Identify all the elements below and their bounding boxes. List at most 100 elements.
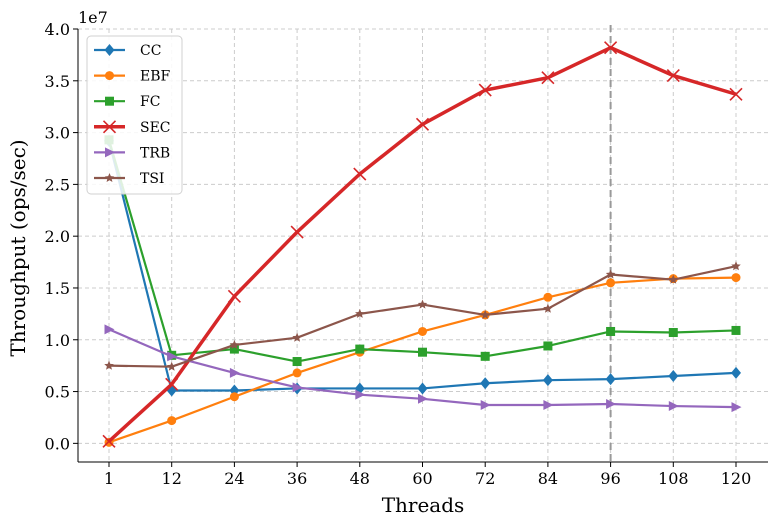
legend-marker-trb <box>105 147 115 158</box>
series-lines <box>102 41 743 448</box>
data-point-ebf <box>606 278 616 288</box>
x-tick-label: 12 <box>162 469 182 488</box>
legend-item-cc: CC <box>94 43 161 59</box>
legend-box <box>86 35 183 195</box>
data-point-tsi <box>292 332 302 342</box>
data-point-sec <box>415 117 430 131</box>
data-point-tsi <box>605 269 616 279</box>
x-marker-stroke <box>102 434 116 448</box>
data-point-sec <box>290 225 304 239</box>
data-point-tsi <box>543 303 553 313</box>
y-axis-label: Throughput (ops/sec) <box>6 139 30 356</box>
tick-labels: 1 12 24 36 48 60 72 84 96 108 120 0.0 0.5 1.0 1.5 2.0 2.… <box>45 20 752 488</box>
data-point-tsi <box>355 308 365 318</box>
data-point-trb <box>355 389 366 400</box>
legend-marker-tsi <box>104 173 115 183</box>
x-tick-label: 108 <box>658 469 689 488</box>
data-point-sec <box>604 41 618 55</box>
x-tick-label: 1 <box>104 469 114 488</box>
data-point-trb <box>292 382 303 393</box>
y-tick-label: 2.0 <box>45 227 70 246</box>
x-marker-stroke <box>478 83 492 97</box>
data-point-ebf <box>418 326 427 336</box>
data-point-trb <box>543 400 554 411</box>
data-point-tsi <box>668 274 679 284</box>
legend-label-fc: FC <box>140 94 160 110</box>
data-point-fc <box>606 326 616 336</box>
y-tick-label: 3.5 <box>45 72 70 91</box>
y-tick-label: 1.0 <box>45 331 70 350</box>
legend-marker-cc <box>104 44 115 56</box>
data-point-trb <box>167 351 178 362</box>
legend-marker-sec <box>102 120 117 134</box>
legend-label-ebf: EBF <box>140 69 171 85</box>
y-tick-label: 4.0 <box>45 20 70 39</box>
legend-marker-fc <box>105 96 114 106</box>
data-point-sec <box>227 289 241 303</box>
y-tick-label: 3.0 <box>45 124 70 143</box>
data-point-fc <box>418 347 427 357</box>
legend-label-cc: CC <box>140 43 161 59</box>
y-scale-label: 1e7 <box>78 8 108 27</box>
data-point-trb <box>418 393 428 404</box>
data-point-sec <box>666 69 680 83</box>
data-point-tsi <box>417 299 428 309</box>
x-marker-stroke <box>415 117 430 131</box>
data-point-fc <box>229 344 239 354</box>
legend-item-ebf: EBF <box>94 69 171 85</box>
y-tick-label: 0.0 <box>45 434 70 453</box>
data-point-trb <box>668 401 679 412</box>
legend-item-sec: SEC <box>94 120 171 136</box>
data-point-ebf <box>229 392 239 402</box>
data-point-sec <box>353 167 367 181</box>
data-point-cc <box>417 382 428 395</box>
series-tsi <box>104 261 741 371</box>
data-point-trb <box>229 367 240 378</box>
data-point-sec <box>165 377 179 391</box>
series-trb <box>104 324 742 413</box>
legend: CC EBF FC SEC TRB TSI <box>86 35 183 195</box>
x-marker-stroke <box>227 289 241 303</box>
data-point-fc <box>355 344 365 354</box>
data-point-fc <box>543 341 553 351</box>
data-point-trb <box>606 398 617 409</box>
y-tick-label: 2.5 <box>45 175 70 194</box>
x-marker-stroke <box>290 225 304 239</box>
x-marker-stroke <box>604 41 618 55</box>
legend-label-trb: TRB <box>140 145 170 161</box>
data-point-cc <box>480 377 491 390</box>
data-point-sec <box>729 87 743 101</box>
data-point-ebf <box>292 368 302 378</box>
series-sec <box>102 41 743 448</box>
y-tick-label: 0.5 <box>45 383 70 402</box>
x-tick-label: 96 <box>600 469 620 488</box>
data-point-sec <box>478 83 492 97</box>
data-point-sec <box>102 434 116 448</box>
data-point-tsi <box>229 339 240 349</box>
data-point-cc <box>542 374 553 387</box>
data-point-fc <box>668 328 678 338</box>
data-point-fc <box>292 357 302 367</box>
x-tick-label: 72 <box>475 469 495 488</box>
data-point-tsi <box>166 361 177 371</box>
x-marker-stroke <box>666 69 680 83</box>
data-point-trb <box>731 402 742 413</box>
x-marker-stroke <box>729 87 743 101</box>
x-marker-stroke <box>102 120 117 134</box>
data-point-ebf <box>167 416 177 426</box>
x-axis-label: Threads <box>382 493 465 517</box>
legend-label-sec: SEC <box>140 120 171 136</box>
legend-item-trb: TRB <box>94 145 170 161</box>
grid-lines <box>78 28 768 462</box>
data-point-tsi <box>731 261 741 271</box>
data-point-fc <box>480 351 490 361</box>
data-point-tsi <box>480 309 490 319</box>
y-tick-label: 1.5 <box>45 279 70 298</box>
data-point-cc <box>731 366 741 379</box>
data-point-trb <box>104 324 115 335</box>
data-point-ebf <box>731 273 741 283</box>
x-tick-label: 36 <box>287 469 307 488</box>
x-tick-label: 24 <box>224 469 244 488</box>
data-point-cc <box>668 370 679 383</box>
